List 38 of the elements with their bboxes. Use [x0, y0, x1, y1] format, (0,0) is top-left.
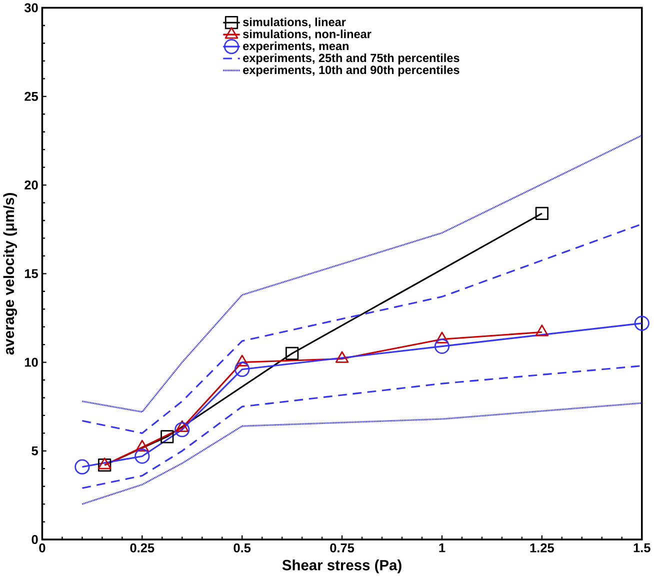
y-tick-label: 5: [32, 446, 38, 456]
line-series: [81, 402, 642, 506]
x-tick-label: 1.5: [634, 544, 650, 553]
x-tick-label: 0.25: [130, 544, 154, 553]
point: [160, 430, 174, 444]
legend-label: simulations, linear: [243, 18, 346, 28]
x-tick-label: 1.25: [530, 544, 554, 553]
line-series: [81, 134, 642, 413]
point: [134, 448, 150, 464]
x-tick-label: 0.75: [330, 544, 354, 553]
point: [176, 420, 189, 432]
x-tick-label: 0: [39, 544, 46, 553]
point: [234, 362, 250, 378]
line-series: [81, 365, 642, 490]
point: [98, 458, 112, 472]
legend-label: simulations, non-linear: [243, 30, 372, 40]
y-tick-label: 30: [24, 3, 38, 13]
legend-label: experiments, 25th and 75th percentiles: [243, 54, 460, 65]
x-tick-label: 0.5: [234, 544, 251, 553]
y-tick-label: 15: [24, 269, 38, 278]
point: [98, 458, 112, 470]
point: [136, 440, 149, 452]
legend-label: experiments, mean: [243, 42, 348, 53]
point: [174, 422, 190, 438]
y-axis-title: average velocity (μm/s): [3, 193, 18, 355]
y-tick-label: 20: [24, 180, 38, 190]
point: [74, 460, 90, 475]
point: [434, 339, 450, 354]
y-tick-label: 25: [24, 92, 38, 102]
x-tick-label: 1: [439, 544, 446, 552]
point: [634, 316, 650, 332]
y-tick-label: 10: [24, 358, 38, 368]
y-tick-label: 0: [32, 535, 38, 544]
point: [535, 207, 549, 220]
legend-label: experiments, 10th and 90th percentiles: [243, 66, 460, 77]
point: [285, 347, 299, 360]
x-axis-title: Shear stress (Pa): [282, 560, 402, 574]
line-series: [81, 223, 642, 434]
